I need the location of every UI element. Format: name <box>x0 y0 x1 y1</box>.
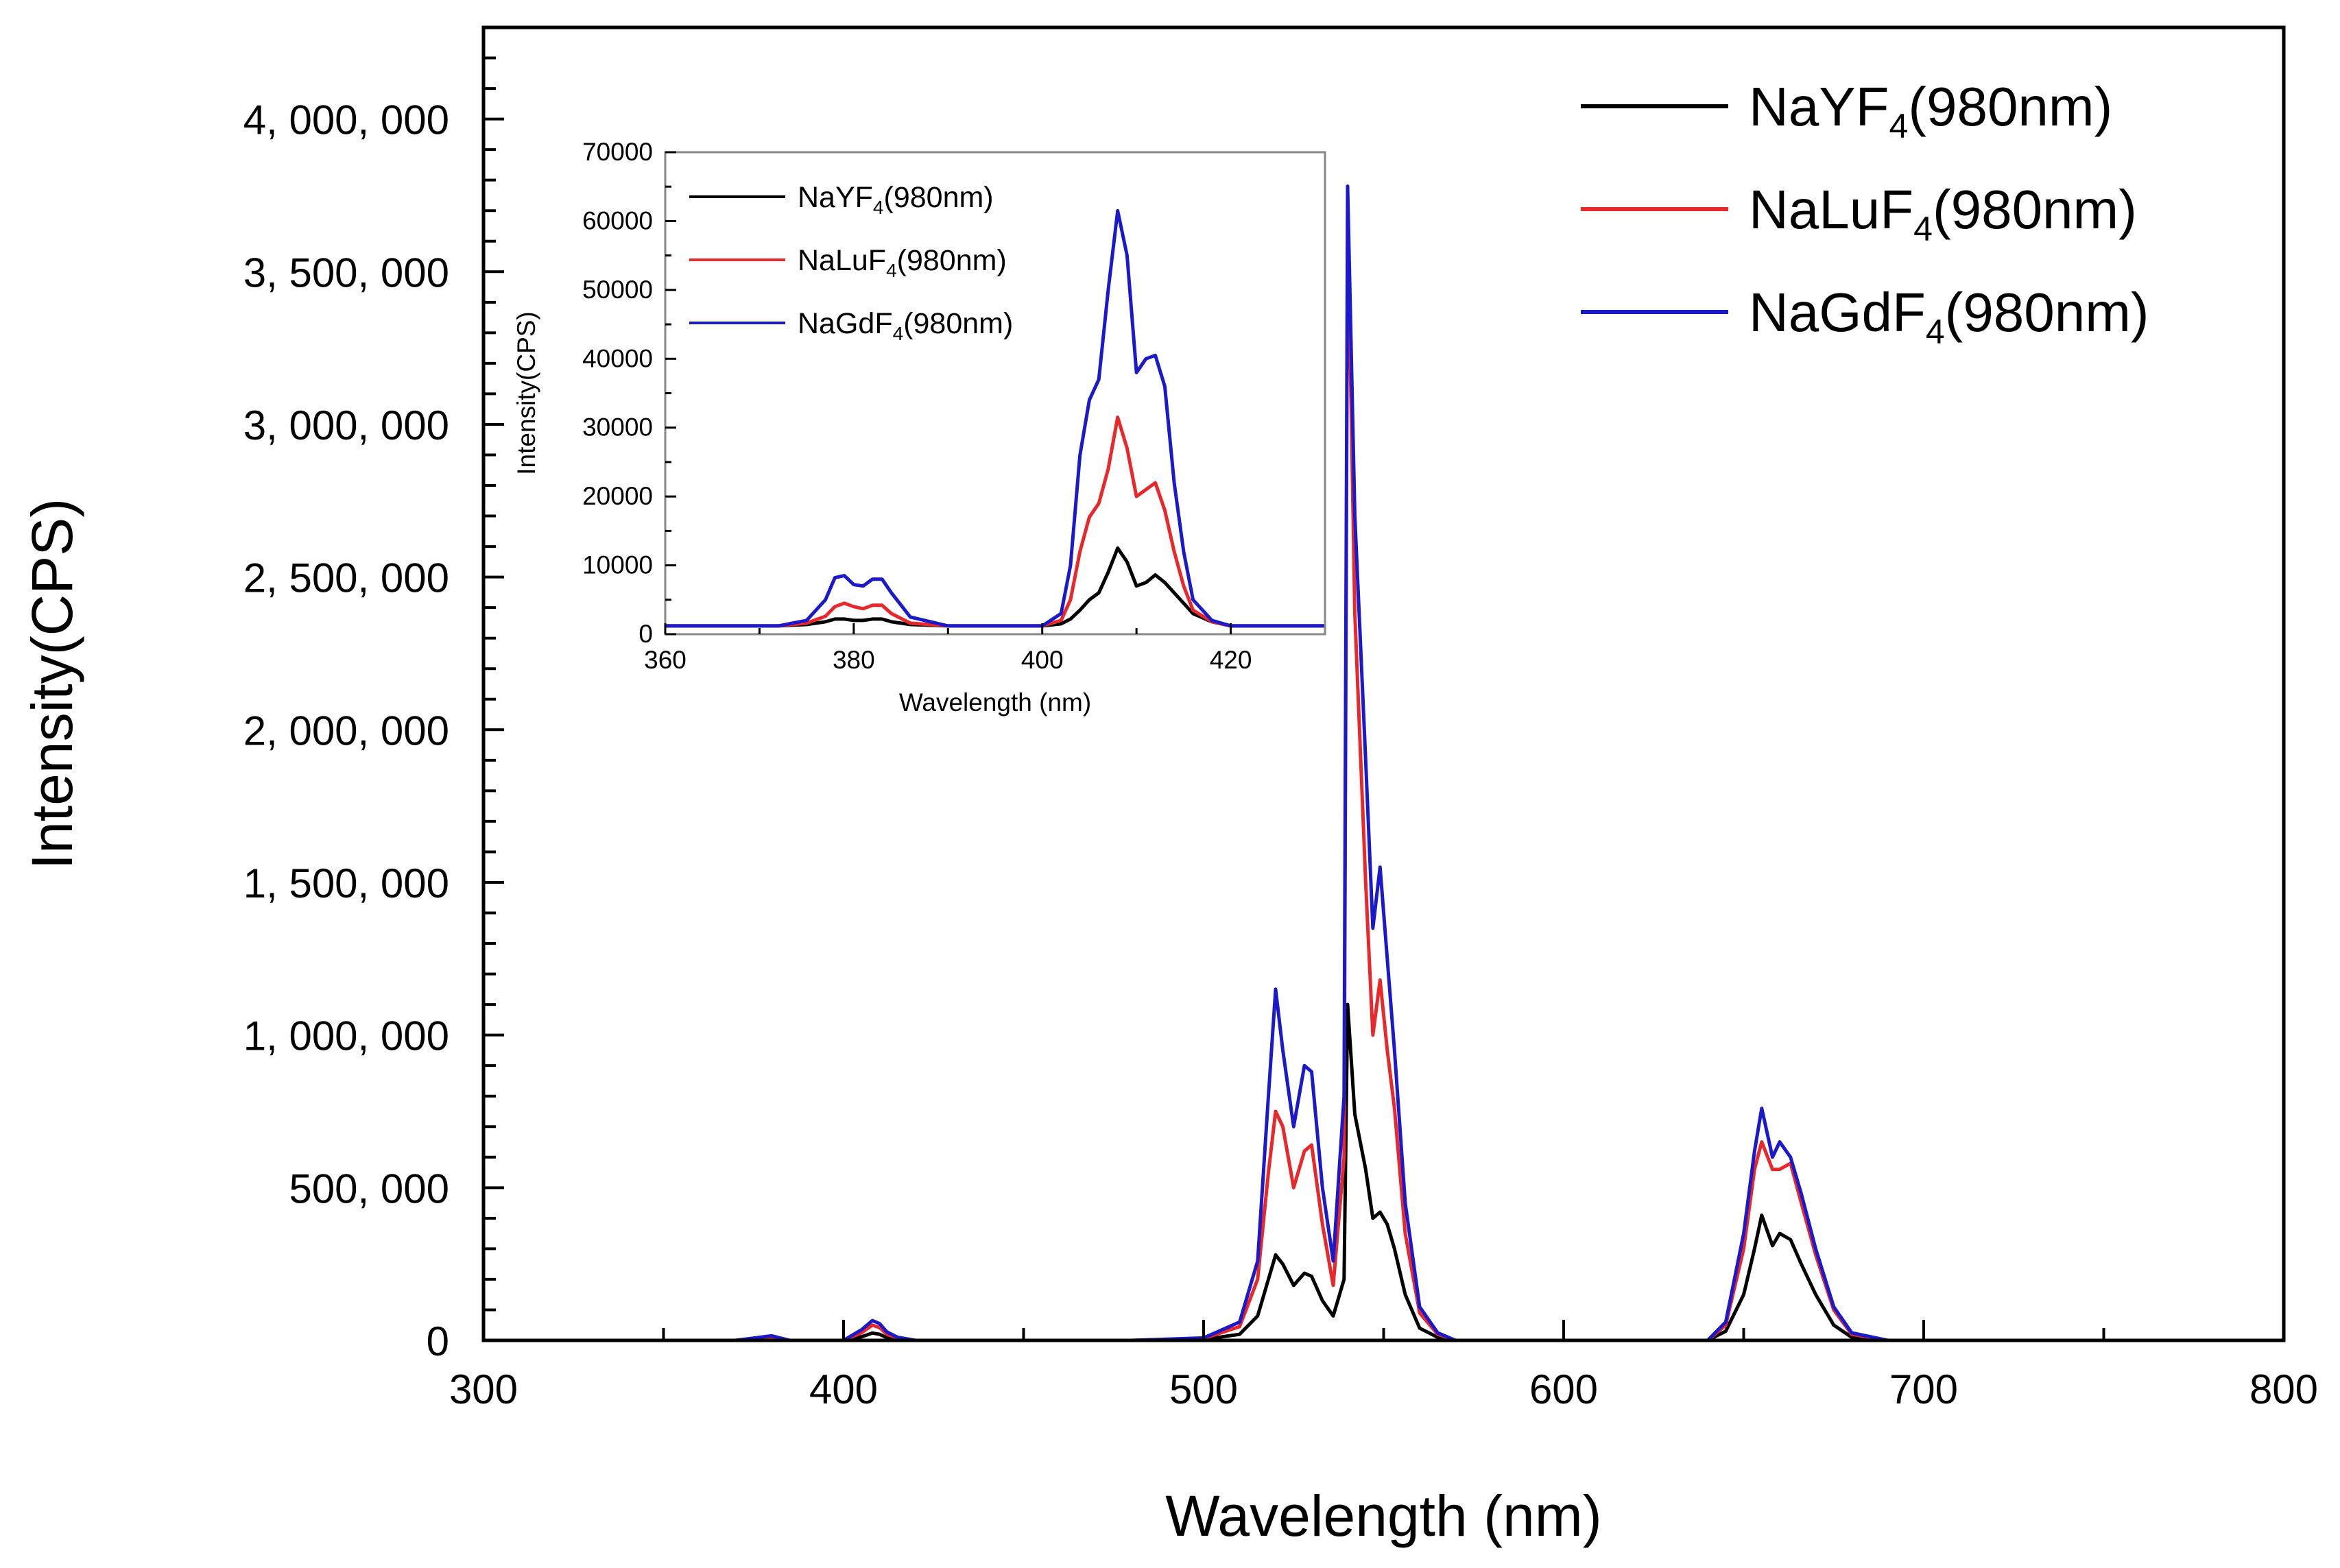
main-legend-label-subscript: 4 <box>1889 107 1909 145</box>
main-x-tick-label: 600 <box>1529 1366 1598 1412</box>
inset-legend-label-subscript: 4 <box>886 260 897 281</box>
inset-legend-label-suffix: (980nm) <box>884 181 994 214</box>
inset-y-tick-label: 20000 <box>582 482 653 510</box>
inset-legend-label-subscript: 4 <box>873 197 884 218</box>
main-x-tick-label: 400 <box>809 1366 878 1412</box>
inset-plot-background <box>665 152 1325 634</box>
inset-x-tick-label: 380 <box>833 646 875 674</box>
inset-legend-label-2: NaGdF4(980nm) <box>798 307 1013 344</box>
inset-x-tick-label: 400 <box>1021 646 1064 674</box>
main-series-line-2 <box>483 184 2284 1342</box>
inset-series-line-2 <box>665 208 1325 628</box>
inset-chart-group: 360 380 400 420 0 10000 20000 30000 40000 50000 60… <box>512 138 1326 716</box>
inset-x-tick-label: 420 <box>1210 646 1252 674</box>
inset-y-tick-label: 0 <box>638 620 653 648</box>
main-legend-label-suffix: (980nm) <box>1945 282 2149 343</box>
inset-series-line-1 <box>665 415 1325 628</box>
main-legend-label-suffix: (980nm) <box>1908 76 2112 137</box>
inset-legend-label-main: NaGdF <box>798 307 893 340</box>
inset-legend-label-subscript: 4 <box>893 323 904 344</box>
main-x-tick-label: 300 <box>449 1366 518 1412</box>
main-y-tick-label: 0 <box>427 1318 449 1364</box>
inset-legend-label-main: NaLuF <box>798 244 886 277</box>
inset-legend-label-0: NaYF4(980nm) <box>798 181 994 218</box>
main-y-tick-label: 1, 000, 000 <box>243 1013 449 1059</box>
inset-y-tick-label: 60000 <box>582 206 653 234</box>
inset-x-tick-label: 360 <box>644 646 687 674</box>
inset-y-tick-label: 30000 <box>582 413 653 442</box>
inset-legend-label-suffix: (980nm) <box>897 244 1007 277</box>
main-legend-label-0: NaYF4(980nm) <box>1749 76 2112 145</box>
main-x-tick-label: 500 <box>1169 1366 1238 1412</box>
inset-y-axis-title: Intensity(CPS) <box>512 311 540 475</box>
main-y-axis-title: Intensity(CPS) <box>20 498 84 870</box>
main-y-tick-label: 2, 000, 000 <box>243 708 449 753</box>
inset-legend-label-suffix: (980nm) <box>903 307 1013 340</box>
main-y-tick-label: 2, 500, 000 <box>243 555 449 601</box>
main-y-tick-label: 3, 000, 000 <box>243 402 449 448</box>
main-legend-label-main: NaLuF <box>1749 179 1913 240</box>
main-y-tick-label: 500, 000 <box>289 1166 449 1211</box>
main-legend-label-main: NaGdF <box>1749 282 1926 343</box>
main-legend-label-suffix: (980nm) <box>1933 179 2137 240</box>
main-y-tick-label: 4, 000, 000 <box>243 97 449 143</box>
inset-legend-label-1: NaLuF4(980nm) <box>798 244 1007 281</box>
main-legend-label-main: NaYF <box>1749 76 1889 137</box>
main-legend-label-1: NaLuF4(980nm) <box>1749 179 2137 248</box>
main-x-tick-label: 800 <box>2249 1366 2318 1412</box>
inset-series-line-0 <box>665 546 1325 628</box>
main-y-tick-label: 3, 500, 000 <box>243 250 449 295</box>
main-x-axis-title: Wavelength (nm) <box>1165 1484 1601 1548</box>
main-legend-label-subscript: 4 <box>1913 210 1933 248</box>
inset-legend-label-main: NaYF <box>798 181 873 214</box>
main-legend-label-2: NaGdF4(980nm) <box>1749 282 2149 351</box>
inset-x-axis-title: Wavelength (nm) <box>899 688 1091 716</box>
main-y-tick-label: 1, 500, 000 <box>243 860 449 906</box>
inset-y-tick-label: 10000 <box>582 551 653 579</box>
main-legend-label-subscript: 4 <box>1926 313 1945 351</box>
main-x-tick-label: 700 <box>1889 1366 1958 1412</box>
inset-y-tick-label: 50000 <box>582 276 653 304</box>
main-series-line-0 <box>483 1002 2284 1342</box>
main-chart-group: 300 400 500 600 700 800 0 500, 000 1, 000, 000 1,… <box>20 25 2318 1548</box>
inset-y-tick-label: 70000 <box>582 138 653 166</box>
inset-y-tick-label: 40000 <box>582 344 653 372</box>
